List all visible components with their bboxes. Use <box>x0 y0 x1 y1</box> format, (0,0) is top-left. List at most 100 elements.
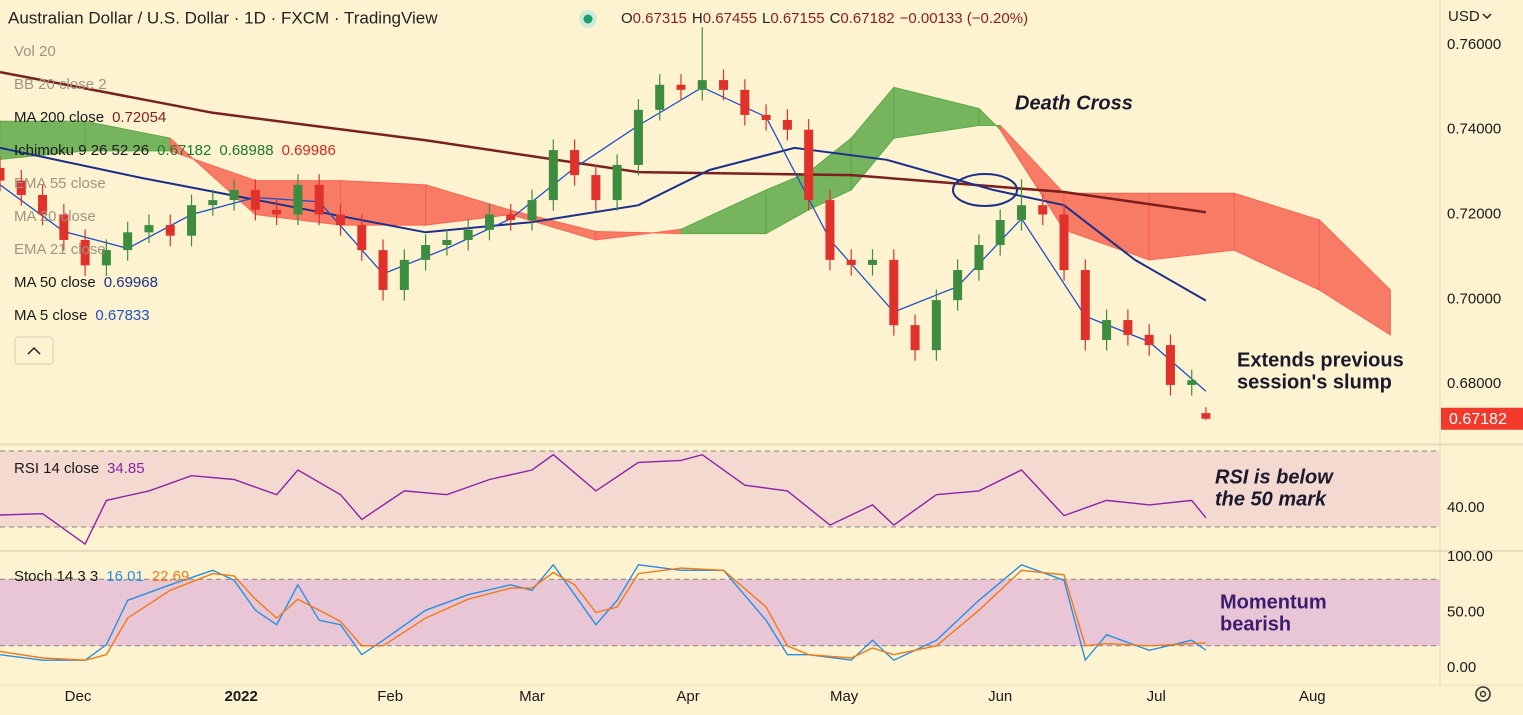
settings-icon[interactable] <box>1475 686 1491 702</box>
candle-body <box>548 150 558 201</box>
indicator-line <box>0 453 1207 546</box>
candle-body <box>399 259 409 290</box>
candle-body <box>676 84 686 90</box>
price-pane <box>0 27 1391 420</box>
candle-body <box>123 232 133 251</box>
candle-body <box>1038 205 1048 215</box>
legend-value: 0.69968 <box>104 274 158 291</box>
y-tick-label: 100.00 <box>1447 548 1493 565</box>
candle-body <box>484 214 494 230</box>
collapse-icon <box>27 346 41 355</box>
annotation: Death Cross <box>1015 92 1133 114</box>
candle-body <box>591 175 601 201</box>
x-tick-label: Aug <box>1299 688 1326 705</box>
legend-hidden: MA 20 close <box>14 208 96 225</box>
x-tick-label: Jun <box>988 688 1012 705</box>
candle-body <box>229 189 239 201</box>
annotation: session's slump <box>1237 371 1392 393</box>
cloud-segment <box>1148 192 1235 261</box>
x-tick-label: May <box>830 688 859 705</box>
y-tick-label: 0.74000 <box>1447 121 1501 138</box>
candle-body <box>868 259 878 265</box>
candle-body <box>378 250 388 290</box>
legend-value: 0.72054 <box>112 109 166 126</box>
candle-body <box>335 214 345 226</box>
legend-value: 22.69 <box>152 568 190 585</box>
candle-body <box>761 114 771 120</box>
legend-stoch: Stoch 14 3 3 16.01 22.69 <box>14 568 189 585</box>
legend-hidden: BB 20 close 2 <box>14 76 107 93</box>
y-tick-label: 0.68000 <box>1447 375 1501 392</box>
overlay: 0.76000 0.74000 0.72000 0.70000 0.68000 0.671… <box>65 36 1523 705</box>
ohlc-label: L <box>762 10 770 27</box>
currency[interactable]: USD <box>1448 8 1480 25</box>
candle-body <box>314 184 324 215</box>
candle-body <box>889 259 899 326</box>
candle-body <box>931 300 941 351</box>
ohlc-value: 0.67315 <box>633 10 687 27</box>
legend-name: RSI 14 close <box>14 460 99 477</box>
last-price-label: 0.67182 <box>1449 411 1507 428</box>
y-tick-label: 50.00 <box>1447 603 1485 620</box>
candle-body <box>506 214 516 221</box>
candle-body <box>1059 214 1069 271</box>
legend-value: 0.69986 <box>282 142 336 159</box>
candle-body <box>633 109 643 165</box>
ma-line <box>0 86 1207 392</box>
legend-name: Ichimoku 9 26 52 26 <box>14 142 149 159</box>
candle-body <box>101 250 111 266</box>
legend-hidden: Vol 20 <box>14 43 56 60</box>
x-tick-label: Apr <box>676 688 699 705</box>
candle-body <box>527 200 537 221</box>
candle-body <box>16 180 26 196</box>
candle-body <box>846 259 856 265</box>
currency-caret <box>1482 13 1492 20</box>
legend-name: MA 50 close <box>14 274 96 291</box>
ohlc-value: 0.67455 <box>703 10 757 27</box>
last-price-box <box>1441 407 1523 430</box>
candle-body <box>1080 270 1090 340</box>
collapse-button[interactable] <box>14 336 54 365</box>
ohlc: O0.67315 H0.67455 L0.67155 C0.67182 −0.00133… <box>621 10 1028 27</box>
y-tick-label: 0.00 <box>1447 659 1476 676</box>
candle-body <box>357 225 367 251</box>
stoch-pane <box>0 563 1440 662</box>
candle-body <box>804 129 814 201</box>
candle-body <box>740 89 750 115</box>
candle-body <box>953 270 963 301</box>
candle-body <box>782 119 792 130</box>
candle-body <box>910 325 920 351</box>
legend-ma50: MA 50 close 0.69968 <box>14 274 158 291</box>
cross-highlight <box>952 173 1018 207</box>
candle-body <box>0 167 5 181</box>
legend-ma5: MA 5 close 0.67833 <box>14 307 150 324</box>
status-dot <box>583 14 593 24</box>
legend-ichimoku: Ichimoku 9 26 52 26 0.67182 0.68988 0.69986 <box>14 142 336 159</box>
y-tick-label: 0.70000 <box>1447 290 1501 307</box>
candle-body <box>1144 334 1154 346</box>
change: −0.00133 (−0.20%) <box>900 10 1028 27</box>
legend-value: 34.85 <box>107 460 145 477</box>
annotation: Extends previous <box>1237 349 1404 371</box>
candle-body <box>1102 320 1112 340</box>
annotation: the 50 mark <box>1215 488 1327 510</box>
candle-body <box>38 195 48 215</box>
candle-body <box>995 220 1005 246</box>
legend-hidden: EMA 21 close <box>14 241 106 258</box>
candle-body <box>697 80 707 90</box>
candle-body <box>1187 380 1197 385</box>
candle-body <box>612 164 622 201</box>
candle-body <box>59 214 69 240</box>
ohlc-label: O <box>621 10 633 27</box>
y-tick-label: 0.76000 <box>1447 36 1501 53</box>
candle-body <box>272 209 282 215</box>
annotation: RSI is below <box>1215 466 1334 488</box>
symbol-title: Australian Dollar / U.S. Dollar · 1D · F… <box>8 8 438 27</box>
candle-body <box>144 225 154 233</box>
x-tick-label: Jul <box>1147 688 1166 705</box>
legend-name: Stoch 14 3 3 <box>14 568 98 585</box>
y-tick-label: 0.72000 <box>1447 205 1501 222</box>
annotation: Momentum <box>1220 591 1327 613</box>
candle-body <box>1016 205 1026 221</box>
